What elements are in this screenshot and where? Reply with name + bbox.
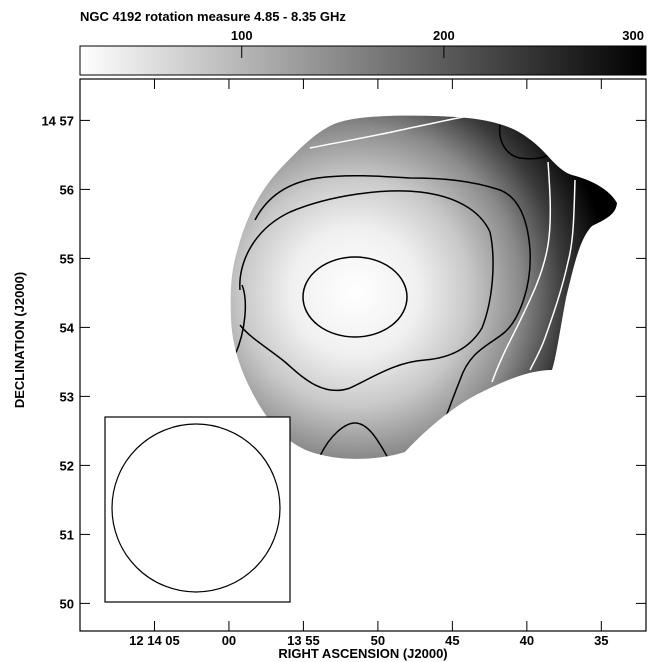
contour-outer xyxy=(254,174,531,433)
y-tick-label: 55 xyxy=(60,251,74,266)
colorbar: 100 200 300 xyxy=(79,28,647,76)
colorbar-tick-label: 200 xyxy=(433,28,455,43)
chart-title: NGC 4192 rotation measure 4.85 - 8.35 GH… xyxy=(80,9,346,24)
x-tick-label: 35 xyxy=(594,633,608,648)
y-tick-label: 52 xyxy=(60,458,74,473)
colorbar-gradient xyxy=(79,45,647,76)
x-tick-label: 45 xyxy=(445,633,459,648)
x-tick-label: 13 55 xyxy=(287,633,320,648)
contour-left xyxy=(234,284,247,356)
x-tick-label: 00 xyxy=(222,633,236,648)
contour-bottom xyxy=(319,422,389,459)
contour-white-right-2 xyxy=(529,179,576,371)
x-axis-label: RIGHT ASCENSION (J2000) xyxy=(278,646,447,661)
y-tick-label: 50 xyxy=(60,596,74,611)
rm-map xyxy=(230,115,617,459)
y-tick-label: 14 57 xyxy=(41,113,74,128)
colorbar-ticks: 100 200 300 xyxy=(231,28,647,58)
x-axis-ticks: 12 14 05 00 13 55 50 45 40 35 xyxy=(129,79,609,648)
rm-map-region xyxy=(230,115,617,459)
y-axis-ticks: 14 57 56 55 54 53 52 51 50 xyxy=(41,113,646,611)
y-axis-label: DECLINATION (J2000) xyxy=(12,272,27,408)
x-tick-label: 50 xyxy=(371,633,385,648)
colorbar-tick-label: 100 xyxy=(231,28,253,43)
contour-mid xyxy=(239,190,494,392)
beam-box xyxy=(104,416,291,603)
beam-circle xyxy=(111,423,281,593)
y-tick-label: 53 xyxy=(60,389,74,404)
y-tick-label: 51 xyxy=(60,527,74,542)
contour-white-top xyxy=(309,115,471,149)
contour-inner xyxy=(302,256,408,338)
y-tick-label: 56 xyxy=(60,182,74,197)
beam-inset xyxy=(104,416,291,603)
contour-white-right-1 xyxy=(491,161,552,383)
colorbar-tick-label: 300 xyxy=(622,28,644,43)
y-tick-label: 54 xyxy=(60,320,75,335)
x-tick-label: 40 xyxy=(520,633,534,648)
x-tick-label: 12 14 05 xyxy=(129,633,180,648)
